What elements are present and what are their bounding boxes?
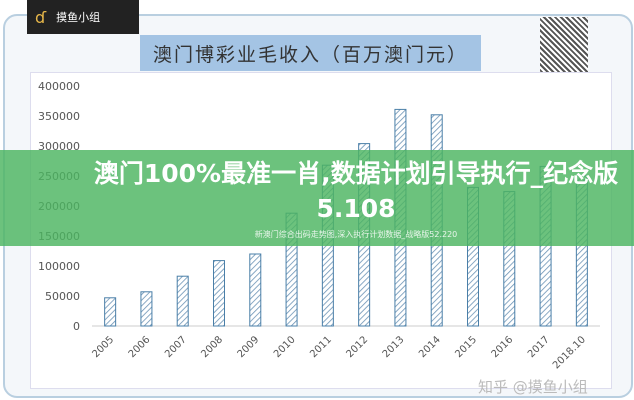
x-tick-label: 2014: [417, 334, 443, 360]
x-tick-label: 2017: [526, 334, 552, 360]
x-tick-label: 2012: [344, 334, 370, 360]
bar-2009: [249, 253, 262, 327]
y-tick-label: 300000: [38, 140, 80, 153]
x-tick-label: 2006: [127, 334, 153, 360]
bar-2008: [213, 260, 225, 327]
x-tick-label: 2018.10: [551, 334, 588, 371]
bar-2007: [176, 275, 189, 327]
y-tick-label: 50000: [45, 290, 80, 303]
x-tick-label: 2013: [381, 334, 407, 360]
bar-2006: [140, 291, 153, 327]
x-tick-label: 2010: [272, 334, 298, 360]
y-tick-label: 350000: [38, 110, 80, 123]
x-tick-label: 2015: [453, 334, 479, 360]
x-tick-label: 2008: [199, 334, 225, 360]
x-tick-label: 2016: [490, 334, 516, 360]
fish-logo-icon: ɗ: [35, 7, 47, 27]
sub-headline: 新澳门综合出码走势图,深入执行计划数据_战略版52.220: [254, 230, 458, 239]
chart-title: 澳门博彩业毛收入（百万澳门元）: [140, 35, 481, 71]
watermark: 知乎 @摸鱼小组: [478, 378, 588, 396]
y-tick-label: 400000: [38, 80, 80, 93]
x-tick-label: 2005: [90, 334, 116, 360]
x-tick-label: 2007: [163, 334, 189, 360]
y-tick-label: 100000: [38, 260, 80, 273]
bar-2005: [104, 297, 117, 327]
y-tick-label: 0: [73, 320, 80, 333]
x-tick-label: 2011: [308, 334, 334, 360]
headline-banner: 澳门100%最准一肖,数据计划引导执行_纪念版5.108 新澳门综合出码走势图,…: [0, 150, 634, 246]
logo: ɗ 摸鱼小组: [27, 0, 139, 34]
headline: 澳门100%最准一肖,数据计划引导执行_纪念版5.108: [93, 159, 619, 223]
logo-text: 摸鱼小组: [56, 11, 101, 24]
x-tick-label: 2009: [236, 334, 262, 360]
qr-code-icon: [540, 17, 588, 77]
